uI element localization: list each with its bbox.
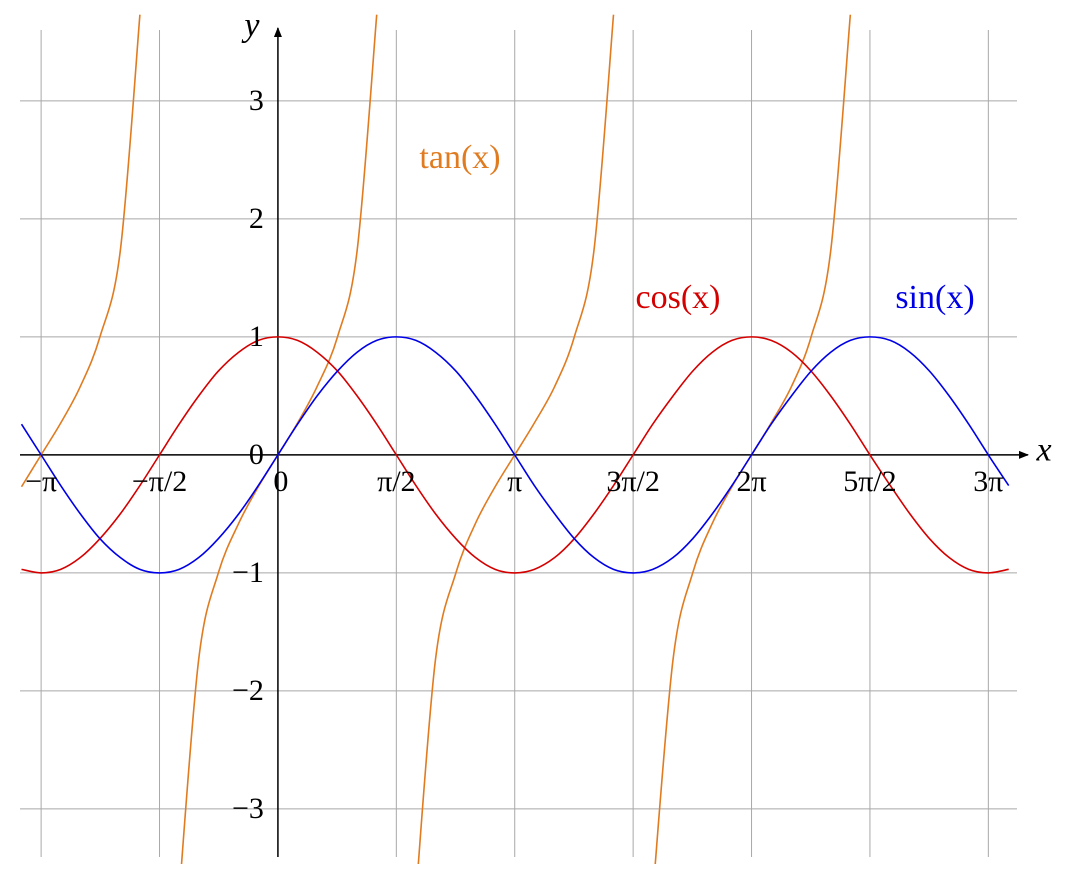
y-tick-label: −1 <box>232 556 264 589</box>
series-line <box>21 336 1009 574</box>
x-tick-label: 2π <box>736 465 766 498</box>
y-axis-label: y <box>241 7 260 44</box>
x-tick-label: 5π/2 <box>843 465 896 498</box>
series-label: cos(x) <box>636 279 721 316</box>
y-tick-label: 1 <box>249 320 264 353</box>
x-tick-label: π <box>507 465 522 498</box>
series-label: sin(x) <box>895 279 974 316</box>
y-tick-label: 3 <box>249 84 264 117</box>
labels: −π −π/2 0 π/2 π 3π/2 2π 5π/2 3π −3 −2 −1 0 1 2 3 x y tan(x… <box>25 7 1051 825</box>
x-tick-label: π/2 <box>377 465 415 498</box>
x-tick-label: 0 <box>273 465 288 498</box>
x-tick-label: 3π/2 <box>606 465 659 498</box>
series-label: tan(x) <box>419 139 500 176</box>
x-axis-label: x <box>1035 432 1051 469</box>
x-tick-label: 3π <box>973 465 1003 498</box>
axes <box>20 27 1029 857</box>
curves <box>20 14 1010 864</box>
y-tick-label: −3 <box>232 792 264 825</box>
x-tick-label: −π/2 <box>132 465 187 498</box>
x-tick-label: −π <box>25 465 57 498</box>
series-line <box>20 336 1010 574</box>
y-tick-label: −2 <box>232 674 264 707</box>
grid <box>20 30 1017 857</box>
y-tick-label: 0 <box>249 438 264 471</box>
y-tick-label: 2 <box>249 202 264 235</box>
